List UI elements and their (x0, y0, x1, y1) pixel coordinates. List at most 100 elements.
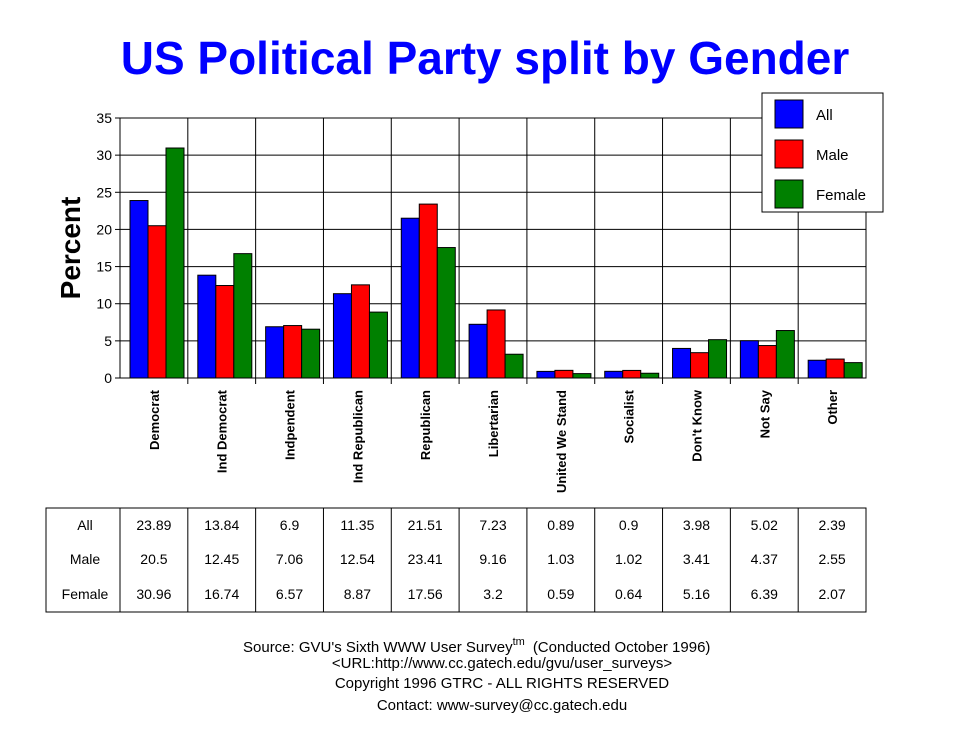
table-cell: 1.03 (547, 551, 574, 567)
table-cell: 21.51 (408, 517, 443, 533)
table-cell: 2.07 (818, 586, 845, 602)
table-cell: 5.02 (751, 517, 778, 533)
table-cell: 13.84 (204, 517, 239, 533)
row-header: All (77, 517, 93, 533)
bar-male (147, 225, 167, 379)
table-row: All 23.89 13.84 6.9 11.35 21.51 7.23 0.89 0.9 3.9… (77, 517, 846, 533)
table-cell: 2.39 (818, 517, 845, 533)
bar-female (301, 328, 321, 379)
bar-female (436, 247, 456, 379)
tm-mark: tm (513, 636, 525, 648)
table-cell: 16.74 (204, 586, 239, 602)
category-label: Indpendent (283, 389, 298, 460)
y-tick-label: 10 (96, 296, 112, 312)
bar-all (332, 293, 352, 379)
bar-all (129, 200, 149, 379)
legend-swatch (774, 139, 804, 169)
category-label: Democrat (147, 389, 162, 450)
bar-male (215, 285, 235, 379)
footer: Source: GVU's Sixth WWW User Surveytm (Co… (243, 636, 710, 714)
bar-all (739, 340, 759, 379)
bar-male (283, 325, 303, 379)
table-cell: 12.54 (340, 551, 375, 567)
svg-text:Source: GVU's Sixth WWW User S: Source: GVU's Sixth WWW User Surveytm (Co… (243, 636, 710, 656)
url-text: <URL:http://www.cc.gatech.edu/gvu/user_s… (332, 655, 672, 672)
y-tick-label: 35 (96, 110, 112, 126)
bar-all (536, 370, 556, 379)
table-frame (45, 507, 867, 613)
table-row: Female 30.96 16.74 6.57 8.87 17.56 3.2 0.59 0.64… (62, 586, 846, 602)
category-label: Socialist (622, 389, 637, 443)
bar-male (825, 358, 845, 379)
bar-female (843, 362, 863, 379)
legend: All Male Female (761, 92, 884, 213)
table-cell: 0.89 (547, 517, 574, 533)
category-label: Ind Republican (350, 390, 365, 483)
conducted-text: (Conducted October 1996) (533, 639, 711, 656)
bar-all (604, 370, 624, 379)
table-cell: 7.06 (276, 551, 303, 567)
y-tick-label: 5 (104, 333, 112, 349)
table-row: Male 20.5 12.45 7.06 12.54 23.41 9.16 1.03 1.02 3… (70, 551, 846, 567)
table-cell: 6.57 (276, 586, 303, 602)
bar-female (708, 339, 728, 379)
table-cell: 9.16 (479, 551, 506, 567)
y-tick-label: 15 (96, 259, 112, 275)
legend-label: Female (816, 187, 866, 204)
category-label: Not Say (757, 389, 772, 438)
table-cell: 20.5 (140, 551, 167, 567)
bar-male (418, 203, 438, 379)
bar-female (233, 253, 253, 379)
category-label: Libertarian (486, 390, 501, 457)
legend-swatch (774, 99, 804, 129)
table-cell: 5.16 (683, 586, 710, 602)
table-cell: 6.9 (280, 517, 300, 533)
y-tick-label: 0 (104, 370, 112, 386)
table-cell: 3.41 (683, 551, 710, 567)
table-cell: 7.23 (479, 517, 506, 533)
table-cell: 17.56 (408, 586, 443, 602)
table-cell: 2.55 (818, 551, 845, 567)
table-cell: 4.37 (751, 551, 778, 567)
table-cell: 23.89 (136, 517, 171, 533)
bar-all (400, 217, 420, 379)
category-label: United We Stand (554, 390, 569, 493)
copyright-text: Copyright 1996 GTRC - ALL RIGHTS RESERVE… (335, 675, 669, 692)
table-cell: 1.02 (615, 551, 642, 567)
table-cell: 0.64 (615, 586, 642, 602)
bar-female (165, 147, 185, 379)
source-text: Source: GVU's Sixth WWW User Survey (243, 639, 513, 656)
y-tick-label: 30 (96, 147, 112, 163)
data-table: All 23.89 13.84 6.9 11.35 21.51 7.23 0.89 0.9 3.9… (45, 507, 867, 613)
legend-swatch (774, 179, 804, 209)
row-header: Male (70, 551, 101, 567)
table-cell: 3.98 (683, 517, 710, 533)
table-cell: 12.45 (204, 551, 239, 567)
category-label: Republican (418, 390, 433, 460)
y-tick-label: 25 (96, 184, 112, 200)
bar-female (368, 311, 388, 379)
table-cell: 8.87 (344, 586, 371, 602)
bar-male (757, 345, 777, 379)
table-cell: 0.59 (547, 586, 574, 602)
table-cell: 3.2 (483, 586, 503, 602)
contact-text: Contact: www-survey@cc.gatech.edu (377, 697, 627, 714)
bar-male (486, 309, 506, 379)
y-axis-label: Percent (55, 197, 86, 300)
bar-male (690, 352, 710, 379)
bar-all (265, 326, 285, 379)
legend-label: All (816, 107, 833, 124)
y-tick-label: 20 (96, 221, 112, 237)
bar-female (572, 373, 592, 379)
category-label: Other (825, 390, 840, 425)
chart-title: US Political Party split by Gender (121, 32, 850, 84)
row-header: Female (62, 586, 109, 602)
bar-all (807, 359, 827, 379)
bar-female (504, 353, 524, 379)
table-cell: 11.35 (340, 517, 374, 533)
table-cell: 6.39 (751, 586, 778, 602)
plot-frame (119, 117, 867, 379)
bar-male (622, 369, 642, 379)
bar-all (468, 323, 488, 379)
